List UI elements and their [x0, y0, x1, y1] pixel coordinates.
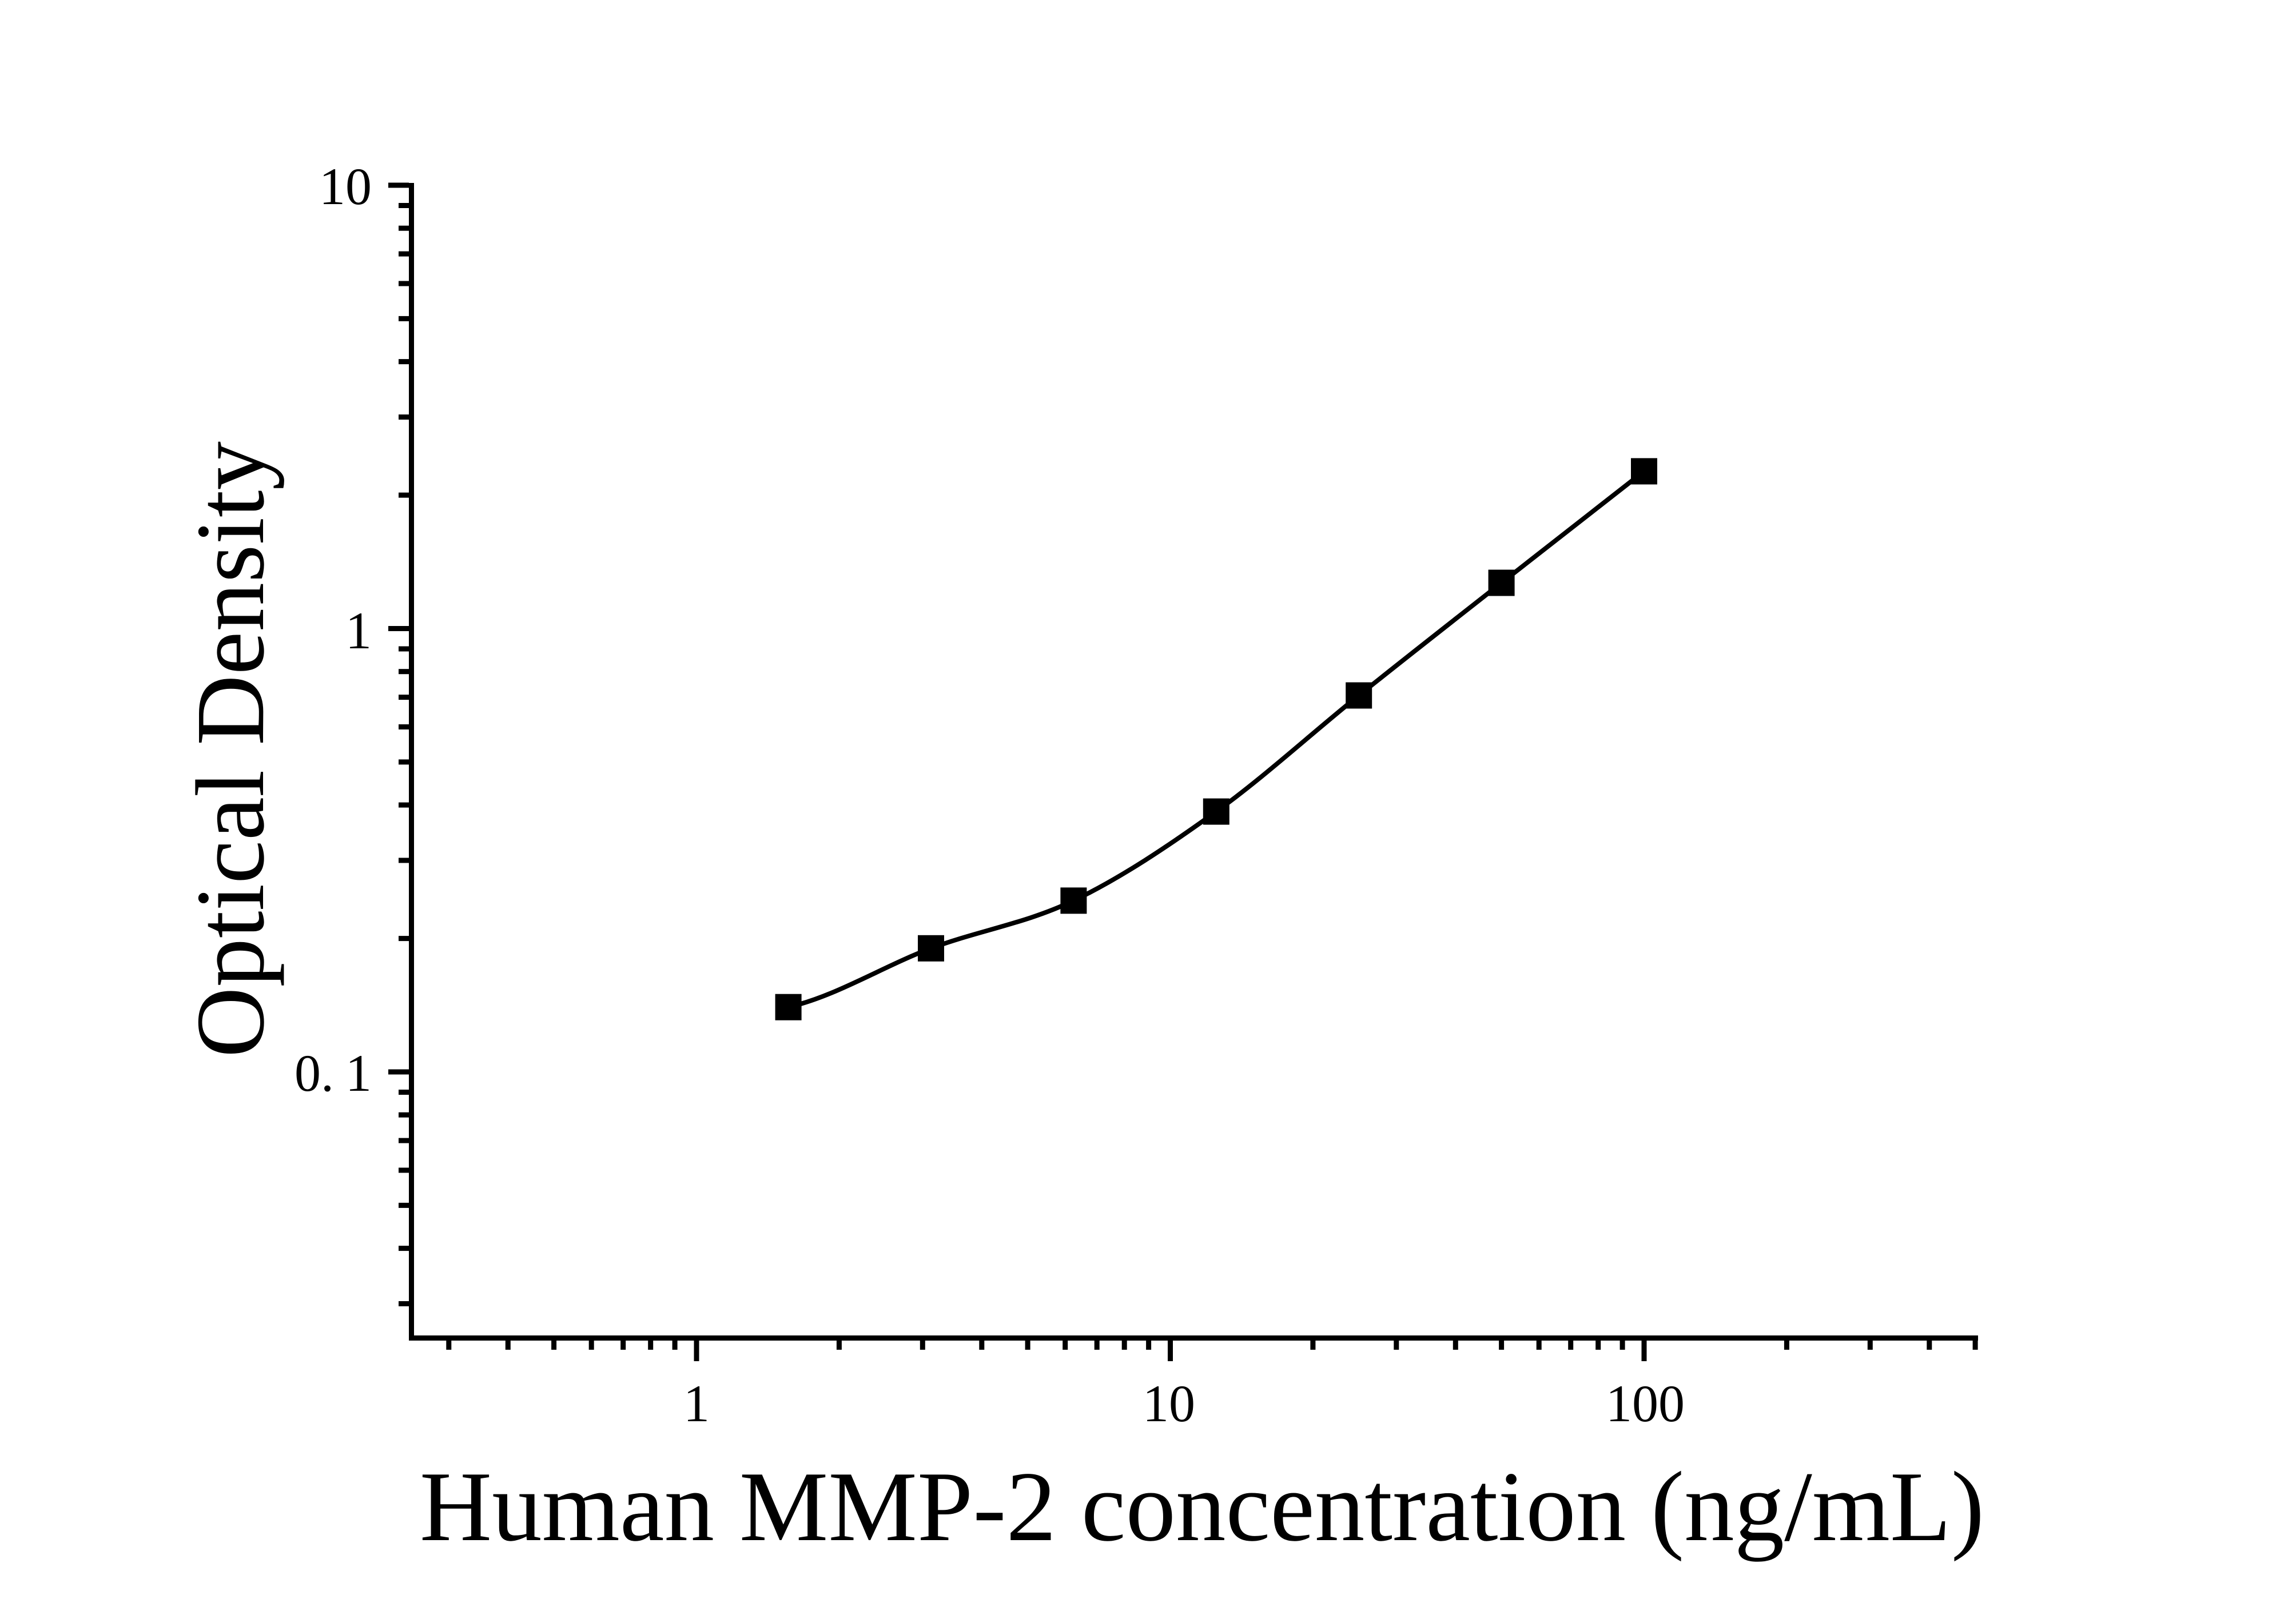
- svg-text:1: 1: [345, 601, 372, 660]
- svg-text:10: 10: [319, 157, 372, 216]
- svg-text:Optical Density: Optical Density: [176, 441, 285, 1058]
- svg-text:1: 1: [683, 1374, 710, 1433]
- svg-text:100: 100: [1606, 1374, 1685, 1433]
- svg-text:Human MMP-2 concentration (ng/: Human MMP-2 concentration (ng/mL): [420, 1451, 1984, 1562]
- svg-text:0.1: 0. 1: [295, 1044, 372, 1102]
- svg-text:10: 10: [1143, 1374, 1195, 1433]
